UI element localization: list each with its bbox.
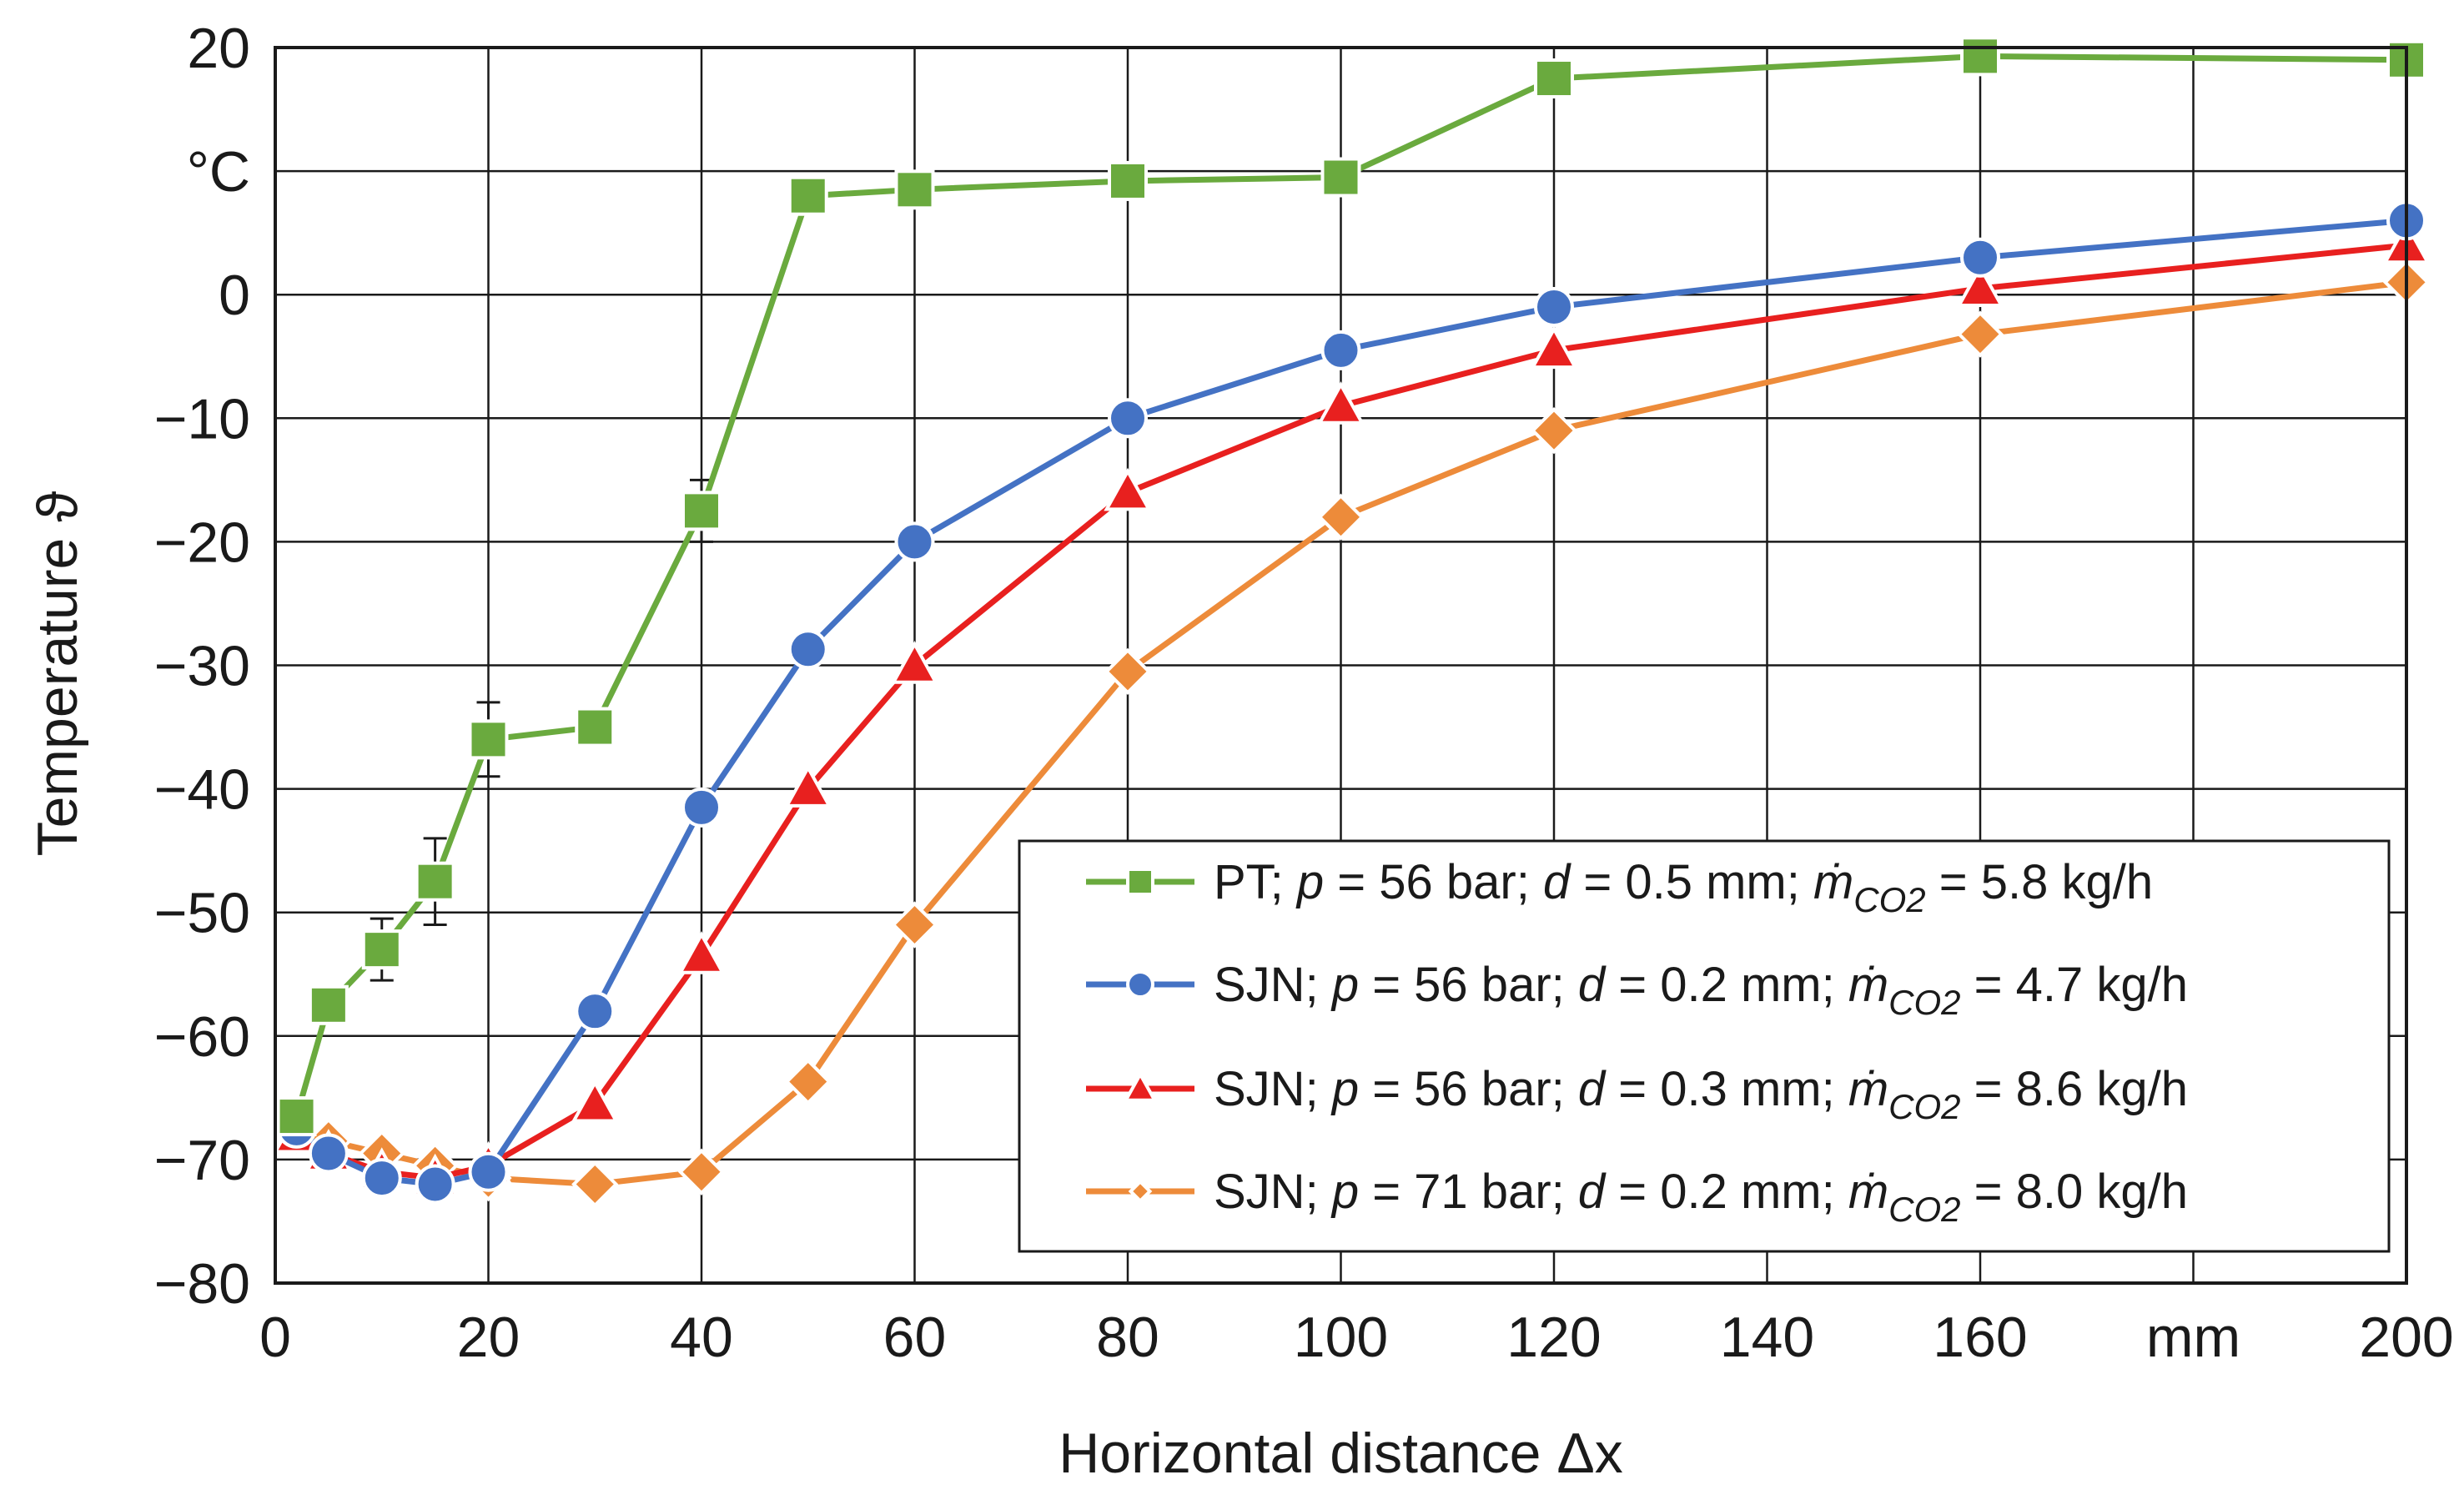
y-tick-label: −60 xyxy=(154,1005,250,1069)
legend-item: SJN; p = 56 bar; d = 0.3 mm; ṁCO2 = 8.6 … xyxy=(1086,1062,2188,1126)
data-point xyxy=(1108,398,1148,439)
data-point xyxy=(1960,237,2000,278)
legend-marker xyxy=(1123,1070,1158,1102)
y-tick-label: −40 xyxy=(154,758,250,822)
data-point xyxy=(468,1151,509,1192)
x-tick-label: 60 xyxy=(883,1306,947,1369)
x-tick-label: 200 xyxy=(2359,1306,2453,1369)
legend-item: PT; p = 56 bar; d = 0.5 mm; ṁCO2 = 5.8 k… xyxy=(1086,855,2153,919)
y-tick-label: 0 xyxy=(219,264,250,327)
data-point xyxy=(681,787,722,828)
legend-marker xyxy=(1126,970,1154,999)
y-tick-label: −50 xyxy=(154,882,250,945)
data-point xyxy=(1320,157,1361,198)
data-point xyxy=(1104,467,1152,511)
data-point xyxy=(361,929,402,970)
x-tick-label: 140 xyxy=(1720,1306,1814,1369)
data-point xyxy=(308,1133,349,1174)
y-tick-label: −20 xyxy=(154,511,250,574)
data-point xyxy=(571,1079,619,1123)
data-point xyxy=(1534,58,1574,99)
plot-frame xyxy=(274,46,2408,1285)
data-point xyxy=(1104,647,1152,696)
series-square xyxy=(276,36,2426,1137)
y-tick-label: −70 xyxy=(154,1129,250,1192)
data-point xyxy=(1530,406,1578,455)
data-point xyxy=(308,984,349,1025)
legend-items: PT; p = 56 bar; d = 0.5 mm; ṁCO2 = 5.8 k… xyxy=(1086,855,2188,1229)
legend-label: SJN; p = 56 bar; d = 0.2 mm; ṁCO2 = 4.7 … xyxy=(1214,958,2188,1022)
data-point xyxy=(571,1160,619,1208)
legend-marker xyxy=(1128,1179,1153,1204)
data-point xyxy=(784,1058,832,1105)
data-point xyxy=(1108,160,1148,201)
data-point xyxy=(1534,287,1574,328)
data-point xyxy=(1530,325,1578,370)
x-tick-label: 20 xyxy=(457,1306,520,1369)
data-point xyxy=(468,719,509,760)
data-point xyxy=(677,1148,726,1195)
x-tick-label: 0 xyxy=(259,1306,291,1369)
data-point xyxy=(1956,310,2004,358)
data-point xyxy=(1317,493,1365,541)
data-point xyxy=(1960,36,2000,77)
x-tick-label: mm xyxy=(2146,1306,2240,1369)
data-point xyxy=(1316,381,1365,425)
data-point xyxy=(361,1158,402,1199)
data-point xyxy=(575,707,616,747)
x-tick-label: 120 xyxy=(1506,1306,1601,1369)
y-tick-label: −30 xyxy=(154,635,250,698)
data-point xyxy=(415,1164,455,1205)
data-point xyxy=(890,641,939,684)
data-point xyxy=(787,175,828,216)
legend-item: SJN; p = 71 bar; d = 0.2 mm; ṁCO2 = 8.0 … xyxy=(1086,1165,2188,1229)
y-tick-label: −80 xyxy=(154,1252,250,1316)
data-point xyxy=(787,629,828,670)
legend-label: SJN; p = 56 bar; d = 0.3 mm; ṁCO2 = 8.6 … xyxy=(1214,1062,2188,1126)
data-point xyxy=(681,491,722,531)
data-point xyxy=(575,991,616,1032)
legend-item: SJN; p = 56 bar; d = 0.2 mm; ṁCO2 = 4.7 … xyxy=(1086,958,2188,1022)
data-point xyxy=(894,521,935,562)
data-point xyxy=(276,1096,317,1137)
data-point xyxy=(1320,330,1361,370)
legend-label: PT; p = 56 bar; d = 0.5 mm; ṁCO2 = 5.8 k… xyxy=(1214,855,2153,919)
data-point xyxy=(784,764,832,808)
data-point xyxy=(1956,264,2004,308)
data-point xyxy=(894,169,935,210)
legend-label: SJN; p = 71 bar; d = 0.2 mm; ṁCO2 = 8.0 … xyxy=(1214,1165,2188,1229)
legend-box xyxy=(1018,839,2391,1253)
legend-marker xyxy=(1126,868,1154,896)
x-tick-label: 160 xyxy=(1933,1306,2027,1369)
y-axis-title: Temperature ϑ xyxy=(26,491,89,857)
legend: PT; p = 56 bar; d = 0.5 mm; ṁCO2 = 5.8 k… xyxy=(1018,839,2391,1253)
y-tick-label: −10 xyxy=(154,387,250,450)
data-point xyxy=(891,901,938,949)
x-axis-title: Horizontal distance Δx xyxy=(1059,1422,1623,1485)
y-tick-label: 20 xyxy=(187,17,250,80)
tick-labels: 0 20 40 60 80 100 120 140 160 mm 200 20 °C 0 −10 −20 −30… xyxy=(154,17,2454,1369)
y-tick-label: °C xyxy=(187,140,250,204)
x-tick-label: 40 xyxy=(670,1306,733,1369)
x-tick-label: 100 xyxy=(1294,1306,1388,1369)
data-point xyxy=(677,931,726,974)
data-point xyxy=(415,861,455,902)
x-tick-label: 80 xyxy=(1096,1306,1159,1369)
